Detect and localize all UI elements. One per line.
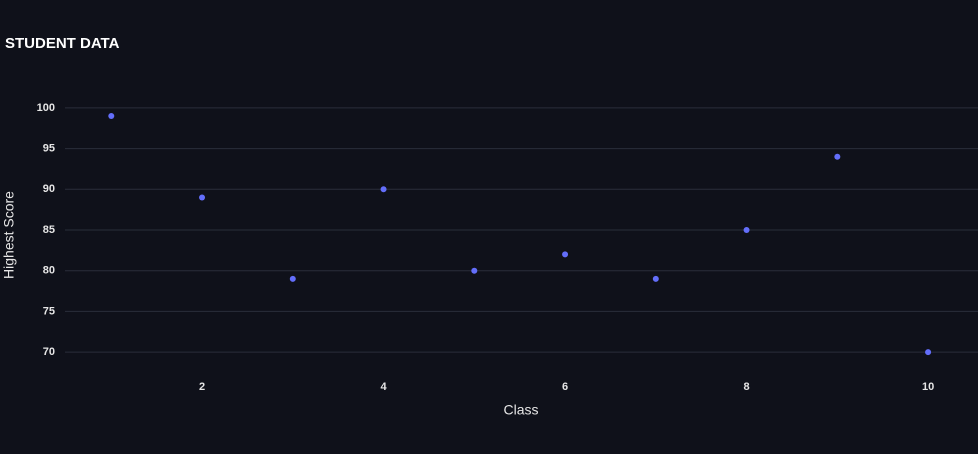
x-axis-title: Class bbox=[503, 402, 538, 418]
scatter-point bbox=[289, 275, 296, 282]
y-tick-label: 75 bbox=[43, 305, 55, 317]
scatter-point bbox=[925, 349, 932, 356]
y-tick-label: 70 bbox=[43, 346, 55, 358]
scatter-point bbox=[199, 194, 206, 201]
x-tick-label: 2 bbox=[199, 381, 205, 393]
y-tick-label: 90 bbox=[43, 183, 55, 195]
scatter-point bbox=[743, 227, 750, 233]
y-tick-label: 85 bbox=[43, 224, 55, 236]
scatter-point bbox=[380, 186, 387, 193]
y-axis-title: Highest Score bbox=[1, 191, 17, 279]
y-tick-label: 95 bbox=[43, 143, 55, 155]
y-tick-label: 80 bbox=[43, 265, 55, 277]
scatter-point bbox=[108, 113, 115, 120]
y-tick-label: 100 bbox=[37, 102, 55, 114]
scatter-point bbox=[834, 153, 841, 160]
scatter-point bbox=[562, 251, 569, 258]
x-tick-label: 6 bbox=[562, 381, 568, 393]
scatter-point bbox=[471, 267, 478, 274]
x-tick-label: 10 bbox=[922, 381, 934, 393]
x-tick-label: 8 bbox=[744, 381, 750, 393]
scatter-point bbox=[652, 275, 659, 282]
chart-title: STUDENT DATA bbox=[5, 35, 120, 52]
x-tick-label: 4 bbox=[380, 381, 387, 393]
